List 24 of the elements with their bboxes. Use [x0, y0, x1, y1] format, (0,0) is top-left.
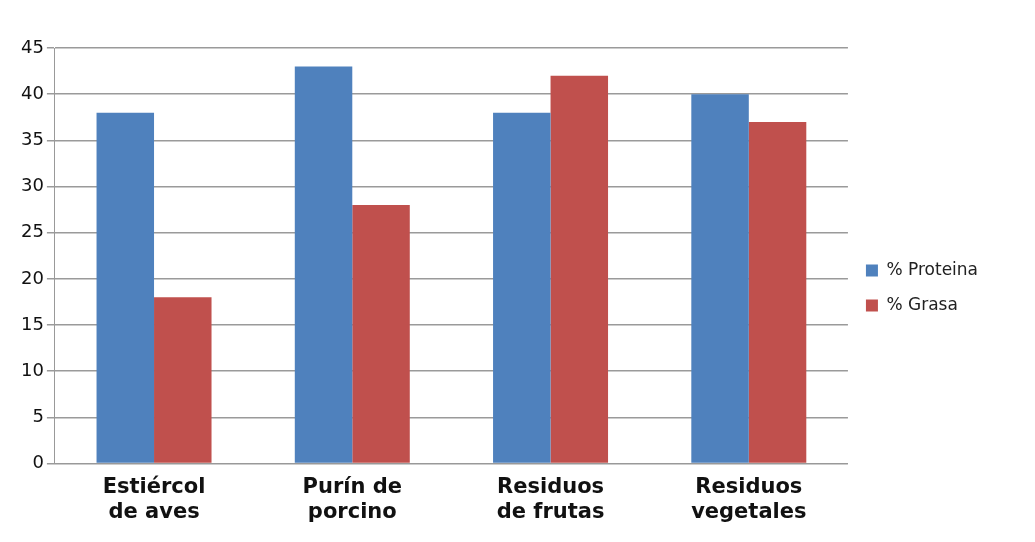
y-tick-label: 25	[21, 220, 44, 242]
bar	[154, 297, 212, 463]
bar	[493, 112, 551, 463]
y-tick-label: 30	[21, 174, 44, 196]
y-tick-label: 10	[21, 358, 44, 380]
y-tick-label: 45	[21, 35, 44, 57]
x-tick-label: Estiércol de aves	[102, 473, 206, 523]
bar	[550, 75, 609, 463]
y-tick-label: 35	[21, 128, 44, 150]
legend-label: % Proteina	[886, 258, 979, 279]
x-tick-label: Purín de porcino	[302, 473, 403, 523]
y-tick-label: 15	[21, 312, 44, 334]
y-tick-label: 40	[21, 81, 44, 103]
bar	[96, 112, 155, 463]
legend-label: % Grasa	[886, 293, 958, 314]
y-tick-label: 5	[32, 405, 44, 427]
bar	[748, 121, 807, 463]
bar	[352, 205, 410, 463]
y-tick-label: 0	[32, 451, 44, 473]
x-tick-label: Residuos vegetales	[691, 473, 807, 523]
y-tick-label: 20	[21, 266, 44, 288]
bar	[691, 94, 749, 463]
bar	[294, 66, 353, 463]
x-tick-label: Residuos de frutas	[496, 473, 605, 523]
